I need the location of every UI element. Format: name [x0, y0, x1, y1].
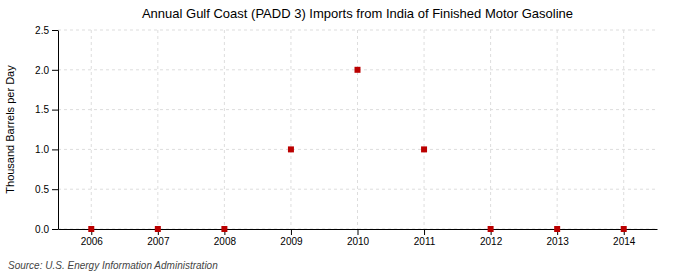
tick-label: 1.0	[35, 144, 49, 155]
tick-label: 2013	[547, 236, 570, 247]
point	[488, 226, 494, 232]
tick-label: 2.5	[35, 25, 49, 36]
y-axis-label: Thousand Barrels per Day	[4, 65, 16, 194]
point	[88, 226, 94, 232]
tick-label: 1.5	[35, 104, 49, 115]
grid-line	[290, 30, 291, 229]
grid-line	[424, 30, 425, 229]
y-axis: 0.0 0.5 1.0 1.5 2.0 2.5	[35, 25, 58, 235]
tick-mark	[52, 149, 58, 150]
tick-label: 2011	[414, 236, 436, 247]
tick: 2010	[347, 229, 370, 247]
grid	[58, 30, 657, 229]
grid-line	[224, 30, 225, 229]
tick-label: 2006	[81, 236, 104, 247]
tick-mark	[52, 229, 58, 230]
grid-line	[91, 30, 92, 229]
tick: 1.0	[35, 144, 58, 155]
plot-area: 2006200720082009201020112012201320140.00…	[35, 25, 657, 247]
tick-label: 2012	[480, 236, 503, 247]
tick-mark	[52, 189, 58, 190]
grid-line	[58, 149, 657, 150]
tick: 2009	[280, 229, 303, 247]
tick-label: 2010	[347, 236, 370, 247]
tick-mark	[424, 229, 425, 235]
tick-mark	[291, 229, 292, 235]
tick-mark	[358, 229, 359, 235]
tick-label: 0.5	[35, 184, 49, 195]
point	[155, 226, 161, 232]
grid-line	[490, 30, 491, 229]
grid-line	[623, 30, 624, 229]
grid-line	[557, 30, 558, 229]
tick-label: 2008	[214, 236, 237, 247]
tick: 2.0	[35, 65, 58, 76]
chart: 2006200720082009201020112012201320140.00…	[0, 0, 675, 275]
x-axis: 2006 2007 2008 2009 2010 2011 2012 2013 2014	[59, 229, 658, 247]
tick: 1.5	[35, 104, 58, 115]
grid-line	[157, 30, 158, 229]
point	[621, 226, 627, 232]
title: Annual Gulf Coast (PADD 3) Imports from …	[142, 6, 573, 21]
tick-label: 0.0	[35, 224, 49, 235]
tick: 2.5	[35, 25, 58, 36]
tick: 0.5	[35, 184, 58, 195]
grid-line	[357, 30, 358, 229]
tick: 0.0	[35, 224, 58, 235]
point	[554, 226, 560, 232]
annotation: Source: U.S. Energy Information Administ…	[8, 260, 218, 271]
tick-label: 2014	[613, 236, 636, 247]
point	[288, 146, 294, 152]
axis-line	[58, 31, 59, 230]
tick-label: 2009	[280, 236, 303, 247]
tick-mark	[52, 110, 58, 111]
point	[421, 146, 427, 152]
tick-mark	[52, 30, 58, 31]
tick-mark	[52, 70, 58, 71]
point	[221, 226, 227, 232]
tick-label: 2.0	[35, 65, 49, 76]
point	[355, 67, 361, 73]
tick: 2011	[414, 229, 436, 247]
tick-label: 2007	[147, 236, 170, 247]
points	[88, 67, 626, 232]
